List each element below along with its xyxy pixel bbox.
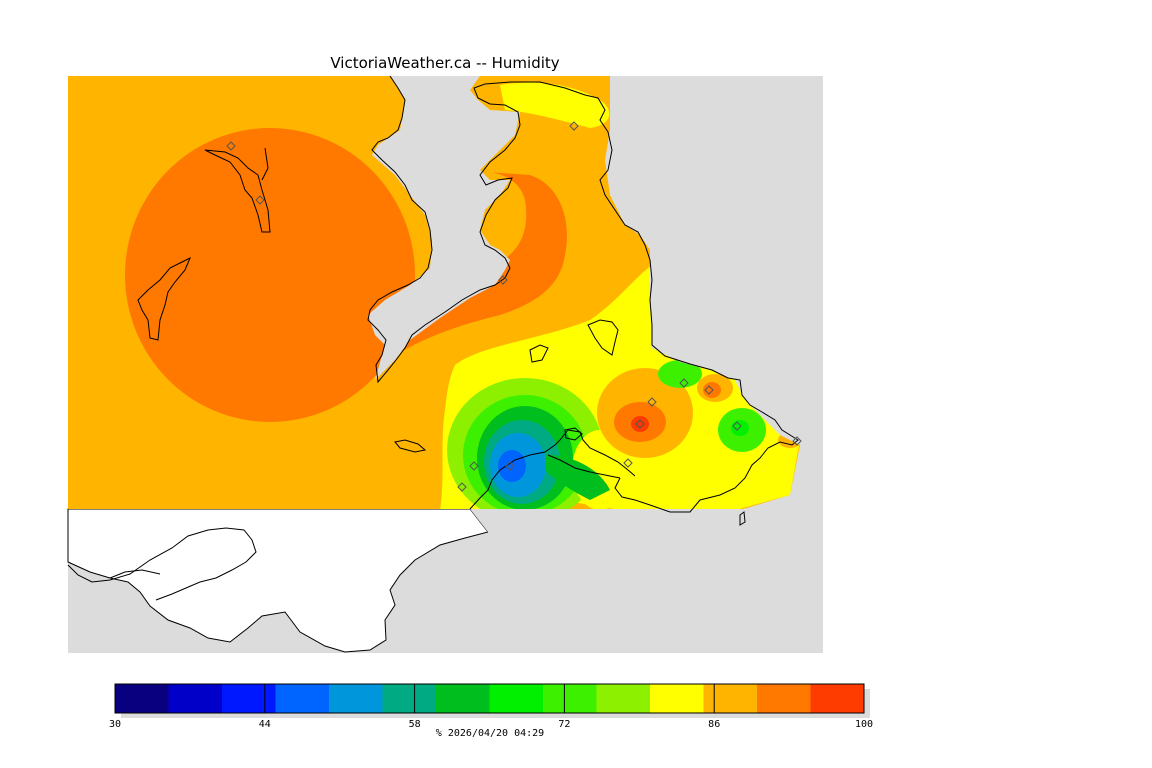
station-marker-s12[interactable]: [732, 421, 742, 431]
station-marker-s11[interactable]: [704, 385, 714, 395]
station-marker-s6[interactable]: [457, 482, 467, 492]
station-marker-s9[interactable]: [647, 397, 657, 407]
station-marker-s14[interactable]: [623, 458, 633, 468]
colorbar-bin-3: [275, 684, 330, 713]
colorbar-tick-label-3: 72: [558, 719, 570, 730]
station-marker-s4[interactable]: [255, 195, 265, 205]
colorbar-bin-1: [168, 684, 223, 713]
station-marker-s1[interactable]: [226, 141, 236, 151]
colorbar-bin-10: [650, 684, 704, 713]
colorbar-tick-label-2: 58: [409, 719, 421, 730]
colorbar-tick-label-1: 44: [259, 719, 271, 730]
station-markers: [226, 121, 802, 492]
gray-land-masks: [368, 76, 823, 653]
no-data-coastline: [67, 527, 257, 601]
colorbar-bin-4: [329, 684, 383, 713]
colorbar-bin-12: [757, 684, 811, 713]
station-marker-s13[interactable]: [792, 436, 802, 446]
station-marker-s8[interactable]: [635, 419, 645, 429]
colorbar-bin-8: [543, 684, 597, 713]
colorbar-bin-5: [382, 684, 437, 713]
colorbar-bin-0: [115, 684, 169, 713]
unit-label: %: [435, 728, 442, 739]
colorbar-bin-2: [222, 684, 276, 713]
colorbar-bin-9: [596, 684, 651, 713]
station-marker-s10[interactable]: [679, 378, 689, 388]
humidity-field: [68, 76, 823, 509]
colorbar-tick-label-0: 30: [109, 719, 121, 730]
colorbar-bin-6: [436, 684, 490, 713]
station-marker-s3[interactable]: [498, 275, 508, 285]
colorbar-bin-7: [489, 684, 544, 713]
colorbar-footer: % 2026/04/20 04:29: [380, 728, 600, 739]
station-marker-s5[interactable]: [469, 461, 479, 471]
colorbar-bin-13: [810, 684, 865, 713]
colorbar-tick-label-4: 86: [708, 719, 720, 730]
station-marker-s7[interactable]: [505, 461, 515, 471]
colorbar-tick-label-5: 100: [855, 719, 873, 730]
station-marker-s2[interactable]: [569, 121, 579, 131]
timestamp: 2026/04/20 04:29: [447, 728, 545, 739]
no-data-region: [67, 508, 489, 653]
colorbar-bin-11: [703, 684, 758, 713]
map-title: VictoriaWeather.ca -- Humidity: [330, 54, 560, 72]
